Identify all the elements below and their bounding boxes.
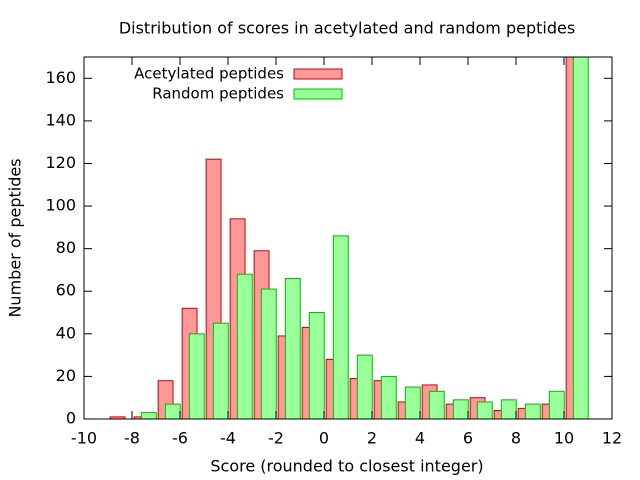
bar bbox=[572, 57, 589, 419]
bar bbox=[524, 403, 541, 419]
x-tick-label: 12 bbox=[602, 429, 622, 448]
y-tick-label: 160 bbox=[45, 68, 76, 87]
x-tick-label: 8 bbox=[511, 429, 521, 448]
bar bbox=[284, 277, 301, 419]
legend-swatch bbox=[293, 88, 343, 100]
bar bbox=[212, 322, 229, 419]
bar bbox=[500, 399, 517, 419]
bar bbox=[188, 333, 205, 419]
y-tick-label: 80 bbox=[56, 238, 76, 257]
y-tick-label: 20 bbox=[56, 366, 76, 385]
x-tick-label: 0 bbox=[319, 429, 329, 448]
bar bbox=[308, 312, 325, 419]
legend-swatch bbox=[293, 68, 343, 80]
plot-frame bbox=[83, 56, 613, 420]
bar bbox=[140, 412, 157, 419]
y-tick-label: 0 bbox=[66, 409, 76, 428]
y-tick-label: 120 bbox=[45, 153, 76, 172]
y-tick-label: 40 bbox=[56, 323, 76, 342]
bar bbox=[236, 273, 253, 419]
x-tick-label: 4 bbox=[415, 429, 425, 448]
bar bbox=[380, 375, 397, 419]
x-tick-label: -8 bbox=[124, 429, 140, 448]
y-axis-label: Number of peptides bbox=[6, 158, 25, 317]
x-tick-label: 2 bbox=[367, 429, 377, 448]
legend-label: Acetylated peptides bbox=[134, 65, 284, 83]
bar bbox=[476, 401, 493, 419]
y-tick-label: 60 bbox=[56, 281, 76, 300]
chart-title: Distribution of scores in acetylated and… bbox=[119, 19, 575, 38]
x-axis-label: Score (rounded to closest integer) bbox=[210, 457, 483, 476]
y-tick-label: 140 bbox=[45, 110, 76, 129]
x-tick-label: 10 bbox=[554, 429, 574, 448]
bar bbox=[548, 390, 565, 419]
x-tick-label: -4 bbox=[220, 429, 236, 448]
y-tick-label: 100 bbox=[45, 196, 76, 215]
bar bbox=[356, 354, 373, 419]
bar bbox=[332, 235, 349, 419]
bar bbox=[452, 399, 469, 419]
bar bbox=[428, 390, 445, 419]
x-tick-label: -6 bbox=[172, 429, 188, 448]
x-tick-label: 6 bbox=[463, 429, 473, 448]
legend-label: Random peptides bbox=[152, 85, 284, 103]
x-tick-label: -10 bbox=[71, 429, 97, 448]
bar bbox=[404, 386, 421, 419]
x-tick-label: -2 bbox=[268, 429, 284, 448]
bar bbox=[164, 403, 181, 419]
bars bbox=[109, 57, 589, 419]
bar bbox=[260, 288, 277, 419]
